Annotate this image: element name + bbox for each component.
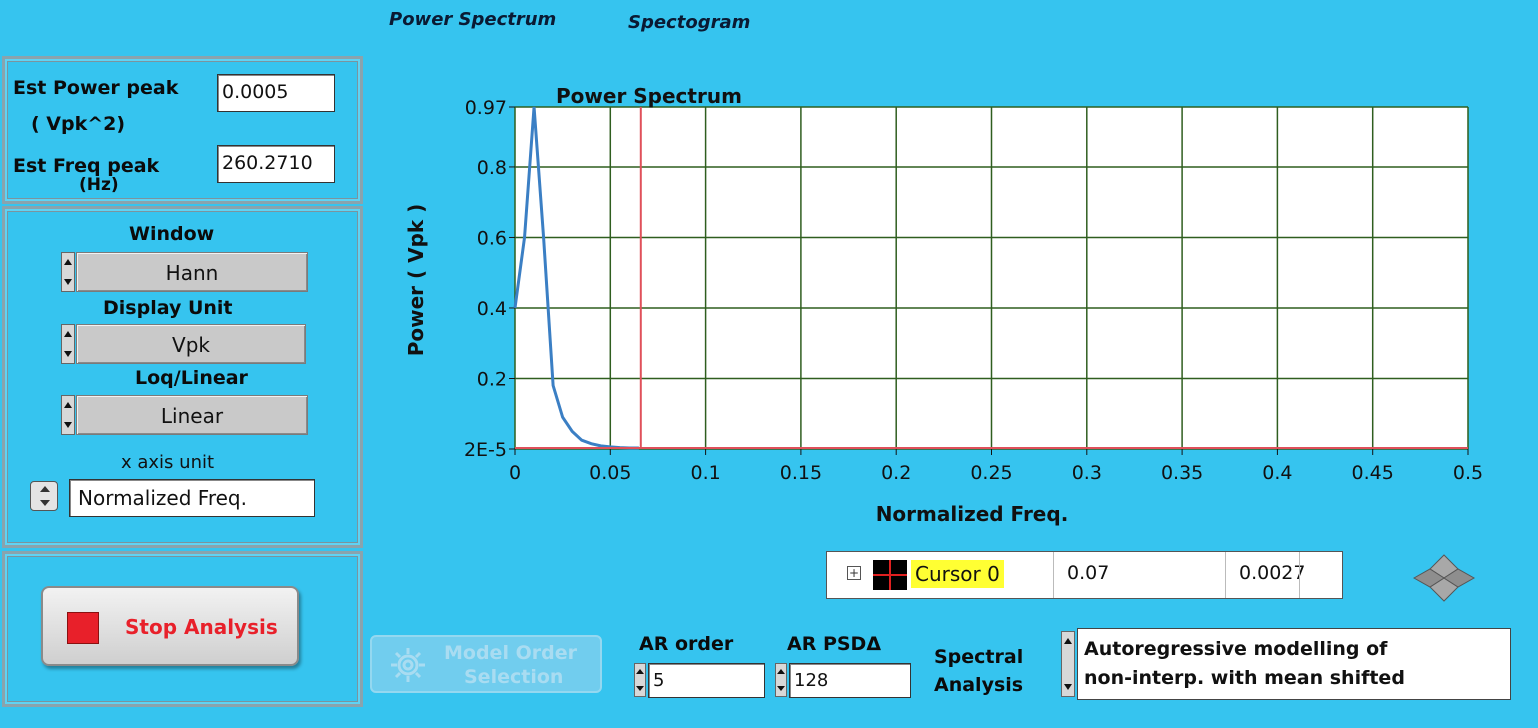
estimates-panel: Est Power peak ( Vpk^2) 0.0005 Est Freq … (2, 56, 363, 204)
spectral-analysis-label-line1: Spectral (934, 646, 1024, 668)
cursor-y-value: 0.0027 (1239, 562, 1306, 584)
spectral-analysis-spinner[interactable] (1061, 631, 1075, 697)
est-power-peak-unit-label: ( Vpk^2) (31, 113, 126, 135)
ar-psd-spinner[interactable] (775, 663, 787, 697)
x-tick-label: 0 (509, 462, 521, 484)
display-unit-label: Display Unit (103, 297, 233, 319)
log-linear-spinner[interactable] (61, 395, 75, 435)
stop-indicator-icon (67, 612, 99, 644)
display-unit-spinner[interactable] (61, 324, 75, 364)
expand-icon[interactable]: + (847, 566, 861, 580)
chart-y-label: Power ( Vpk ) (404, 204, 428, 357)
ar-order-spinner[interactable] (634, 663, 646, 697)
tab-power-spectrum[interactable]: Power Spectrum (389, 9, 557, 30)
ar-psd-field[interactable]: 128 (789, 663, 911, 698)
log-linear-label: Loq/Linear (135, 367, 248, 389)
x-tick-label: 0.1 (690, 462, 720, 484)
x-tick-label: 0.3 (1072, 462, 1102, 484)
stop-analysis-button[interactable]: Stop Analysis (41, 586, 299, 666)
stop-panel: Stop Analysis (2, 551, 363, 707)
spectral-analysis-text-line2: non-interp. with mean shifted (1084, 667, 1405, 689)
x-tick-label: 0.25 (970, 462, 1012, 484)
tab-spectogram[interactable]: Spectogram (628, 12, 751, 33)
display-unit-select[interactable]: Vpk (76, 324, 306, 364)
chart-x-label: Normalized Freq. (876, 502, 1069, 526)
est-power-peak-value: 0.0005 (217, 74, 335, 112)
settings-panel: Window Hann Display Unit Vpk Loq/Linear … (2, 206, 363, 548)
spectral-analysis-select[interactable]: Autoregressive modelling of non-interp. … (1077, 628, 1511, 700)
y-tick-label: 0.4 (477, 298, 507, 320)
x-axis-unit-field[interactable]: Normalized Freq. (69, 479, 315, 517)
stop-analysis-label: Stop Analysis (125, 615, 278, 639)
x-tick-label: 0.5 (1453, 462, 1483, 484)
cursor-style-icon[interactable] (873, 560, 907, 590)
y-tick-label: 2E-5 (464, 439, 507, 461)
power-spectrum-chart: 0.97 0.8 0.6 0.4 0.2 2E-5 0 0.05 0.1 0.15 0.2 0.25… (404, 84, 1483, 526)
x-axis-unit-spinner[interactable] (30, 481, 58, 511)
x-tick-label: 0.45 (1352, 462, 1394, 484)
y-tick-label: 0.97 (465, 97, 507, 119)
model-order-label-line1: Model Order (444, 642, 577, 664)
cursor-x-value: 0.07 (1067, 562, 1110, 584)
x-tick-label: 0.35 (1161, 462, 1203, 484)
est-freq-peak-value: 260.2710 (217, 145, 335, 183)
ar-order-label: AR order (639, 633, 734, 655)
window-select[interactable]: Hann (76, 252, 308, 292)
x-tick-label: 0.15 (780, 462, 822, 484)
spectral-analysis-text-line1: Autoregressive modelling of (1084, 638, 1388, 660)
cursor-name[interactable]: Cursor 0 (911, 560, 1004, 588)
y-tick-label: 0.6 (477, 227, 507, 249)
ar-order-field[interactable]: 5 (648, 663, 765, 698)
log-linear-select[interactable]: Linear (76, 395, 308, 435)
spectral-analysis-label-line2: Analysis (934, 674, 1024, 696)
window-spinner[interactable] (61, 252, 75, 292)
est-freq-peak-label: Est Freq peak (13, 155, 160, 177)
model-order-label-line2: Selection (464, 666, 564, 688)
window-label: Window (129, 223, 215, 245)
y-tick-label: 0.8 (477, 157, 507, 179)
cursor-move-icon[interactable] (1408, 551, 1480, 605)
x-tick-label: 0.2 (881, 462, 911, 484)
est-power-peak-label: Est Power peak (13, 77, 179, 99)
gear-icon (391, 648, 425, 682)
ar-psd-label: AR PSDΔ (787, 633, 882, 655)
x-tick-label: 0.4 (1262, 462, 1292, 484)
model-order-selection-button[interactable]: Model Order Selection (370, 635, 602, 693)
y-tick-label: 0.2 (477, 368, 507, 390)
x-tick-label: 0.05 (589, 462, 631, 484)
chart-title: Power Spectrum (556, 84, 742, 108)
x-axis-unit-label: x axis unit (121, 452, 215, 473)
est-freq-peak-unit-label: (Hz) (79, 175, 119, 195)
cursor-legend[interactable]: + Cursor 0 0.07 0.0027 (826, 551, 1343, 599)
